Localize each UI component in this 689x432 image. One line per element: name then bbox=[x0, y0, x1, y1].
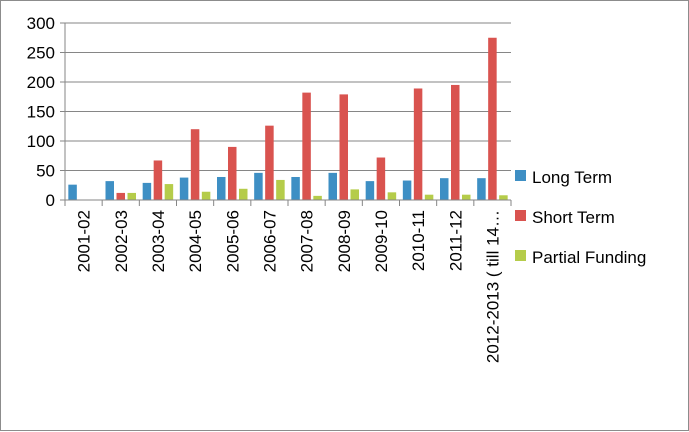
y-tick-label: 0 bbox=[46, 191, 55, 210]
bar-partial-funding bbox=[424, 194, 434, 200]
bar-short-term bbox=[339, 94, 348, 200]
bar-long-term bbox=[328, 172, 337, 200]
bar-partial-funding bbox=[313, 195, 322, 200]
x-tick-label: 2009-10 bbox=[372, 210, 391, 272]
bar-long-term bbox=[402, 180, 412, 200]
bar-short-term bbox=[116, 192, 125, 200]
x-tick-label: 2006-07 bbox=[260, 210, 279, 272]
bar-partial-funding bbox=[164, 184, 174, 200]
legend-swatch bbox=[515, 250, 526, 261]
bar-short-term bbox=[451, 84, 460, 200]
legend: Long Term Short Term Partial Funding bbox=[515, 168, 646, 267]
y-tick-label: 100 bbox=[27, 132, 55, 151]
bar-short-term bbox=[265, 125, 274, 200]
bar-partial-funding bbox=[276, 179, 285, 200]
grid-lines bbox=[65, 22, 511, 171]
x-tick-label: 2003-04 bbox=[149, 210, 168, 272]
bar-long-term bbox=[68, 184, 77, 200]
bar-partial-funding bbox=[387, 192, 397, 200]
legend-swatch bbox=[515, 210, 526, 221]
legend-label: Partial Funding bbox=[532, 248, 646, 267]
x-tick-label: 2011-12 bbox=[446, 210, 465, 271]
x-tick-label: 2004-05 bbox=[186, 210, 205, 272]
bar-partial-funding bbox=[127, 192, 136, 200]
bar-partial-funding bbox=[350, 189, 359, 200]
x-tick-label: 2002-03 bbox=[112, 210, 131, 272]
bar-short-term bbox=[376, 157, 386, 200]
x-tick-label: 2012-2013 ( till 14… bbox=[483, 210, 502, 363]
legend-label: Short Term bbox=[532, 208, 615, 227]
legend-swatch bbox=[515, 170, 526, 181]
bar-short-term bbox=[190, 129, 200, 200]
y-tick-label: 200 bbox=[27, 73, 55, 92]
x-tick-label: 2001-02 bbox=[75, 210, 94, 272]
bar-long-term bbox=[179, 177, 189, 200]
bars bbox=[68, 37, 508, 200]
legend-label: Long Term bbox=[532, 168, 612, 187]
x-tick-label: 2008-09 bbox=[335, 210, 354, 272]
y-tick-label: 300 bbox=[27, 14, 55, 33]
x-axis-ticks: 2001-02 2002-03 2003-04 2004-05 2005-06 2006-… bbox=[64, 200, 512, 363]
x-tick-label: 2007-08 bbox=[298, 210, 317, 272]
bar-long-term bbox=[254, 172, 263, 200]
bar-long-term bbox=[217, 176, 226, 200]
x-tick-label: 2005-06 bbox=[223, 210, 242, 272]
bar-short-term bbox=[302, 92, 311, 200]
bar-short-term bbox=[153, 160, 163, 200]
bar-long-term bbox=[440, 178, 449, 200]
bar-long-term bbox=[477, 178, 486, 200]
y-tick-label: 50 bbox=[36, 162, 55, 181]
bar-long-term bbox=[365, 181, 375, 200]
y-tick-label: 150 bbox=[27, 103, 55, 122]
bar-long-term bbox=[142, 182, 152, 200]
x-tick-label: 2010-11 bbox=[409, 210, 428, 271]
bar-partial-funding bbox=[239, 188, 248, 200]
bar-partial-funding bbox=[499, 195, 508, 200]
bar-partial-funding bbox=[462, 194, 471, 200]
bar-short-term bbox=[228, 146, 237, 200]
y-tick-label: 250 bbox=[27, 44, 55, 63]
bar-short-term bbox=[488, 37, 497, 200]
y-axis-ticks: 0 50 100 150 200 250 300 bbox=[27, 14, 65, 210]
bar-long-term bbox=[105, 181, 114, 200]
bar-long-term bbox=[291, 176, 300, 200]
bar-short-term bbox=[413, 88, 423, 200]
bar-partial-funding bbox=[201, 191, 211, 200]
